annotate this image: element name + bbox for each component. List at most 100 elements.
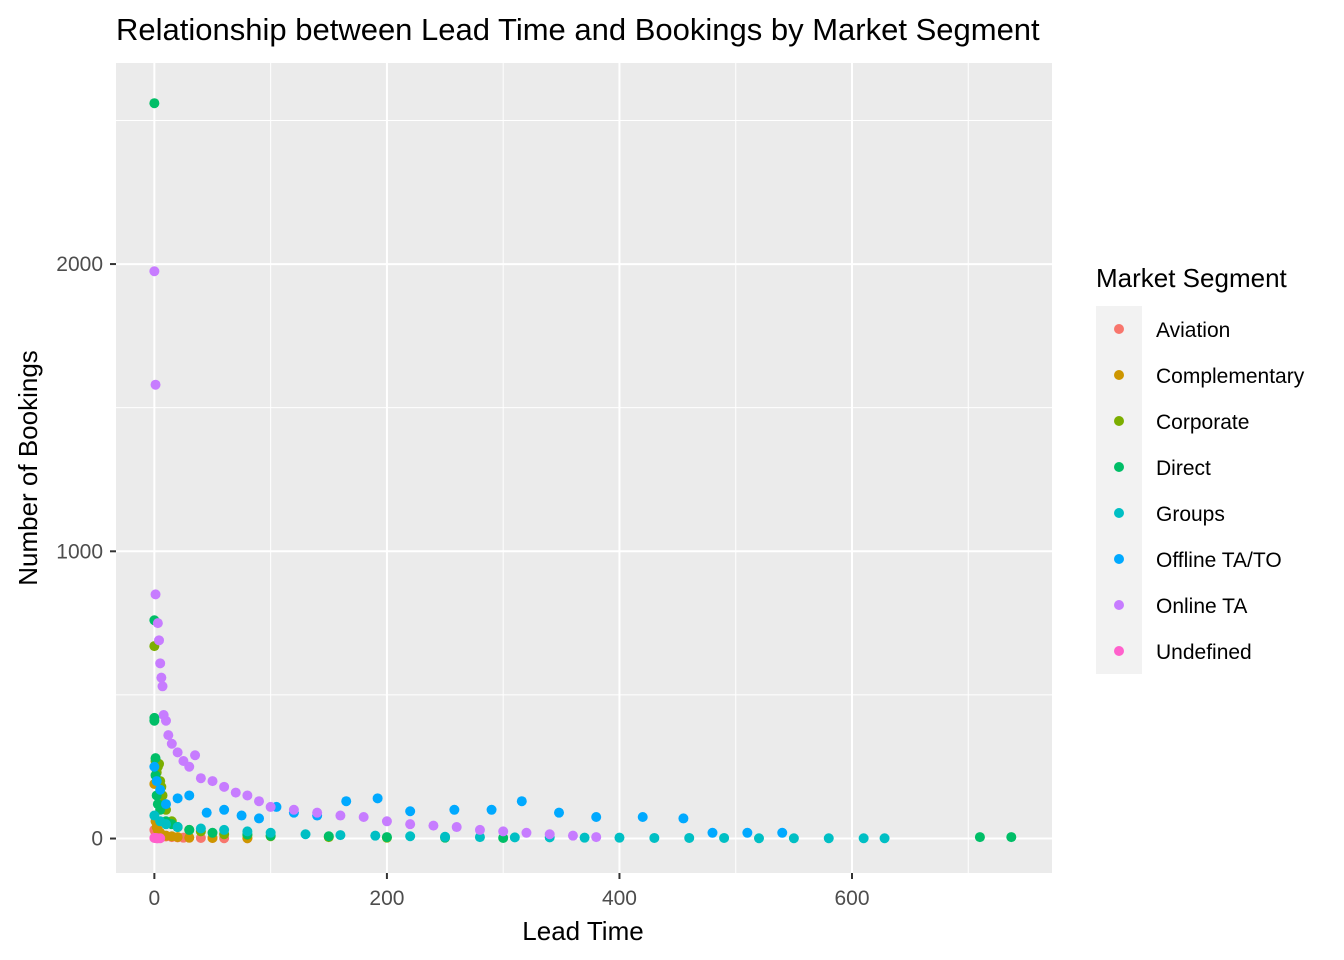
data-point	[719, 832, 730, 843]
data-point	[155, 833, 166, 844]
legend-key	[1114, 508, 1124, 518]
data-point	[381, 816, 392, 827]
legend-label: Complementary	[1156, 365, 1305, 388]
data-point	[219, 824, 230, 835]
data-point	[195, 823, 206, 834]
data-point	[637, 811, 648, 822]
data-point	[172, 793, 183, 804]
y-axis-title: Number of Bookings	[13, 350, 43, 586]
data-point	[154, 635, 165, 646]
data-point	[219, 781, 230, 792]
data-point	[323, 831, 334, 842]
data-point	[163, 730, 174, 741]
data-point	[149, 266, 160, 277]
data-point	[879, 833, 890, 844]
y-tick-label: 1000	[56, 540, 103, 563]
data-point	[300, 829, 311, 840]
data-point	[236, 810, 247, 821]
legend-key-background	[1096, 306, 1142, 674]
data-point	[230, 787, 241, 798]
data-point	[160, 715, 171, 726]
legend-label: Corporate	[1156, 411, 1249, 434]
data-point	[591, 811, 602, 822]
data-point	[190, 750, 201, 761]
data-point	[707, 827, 718, 838]
data-point	[474, 824, 485, 835]
data-point	[823, 833, 834, 844]
legend-title: Market Segment	[1096, 263, 1288, 293]
data-point	[358, 811, 369, 822]
data-point	[370, 830, 381, 841]
data-point	[341, 796, 352, 807]
data-point	[544, 829, 555, 840]
data-point	[312, 807, 323, 818]
data-point	[242, 826, 253, 837]
legend-label: Aviation	[1156, 319, 1230, 342]
data-point	[172, 747, 183, 758]
data-point	[207, 827, 218, 838]
data-points	[149, 98, 1017, 844]
legend-key	[1114, 462, 1124, 472]
legend-items: Aviation Complementary Corporate Direct Grou…	[1114, 319, 1305, 664]
data-point	[184, 790, 195, 801]
legend-label: Online TA	[1156, 595, 1247, 618]
data-point	[449, 804, 460, 815]
legend-key	[1114, 324, 1124, 334]
data-point	[160, 799, 171, 810]
x-tick-label: 400	[602, 887, 637, 910]
legend-label: Groups	[1156, 503, 1225, 526]
data-point	[554, 807, 565, 818]
y-tick-label: 0	[91, 828, 103, 851]
legend-label: Offline TA/TO	[1156, 549, 1282, 572]
data-point	[149, 761, 160, 772]
data-point	[1006, 832, 1017, 843]
data-point	[567, 830, 578, 841]
data-point	[288, 804, 299, 815]
legend: Market Segment Aviation Complementary Corp…	[1096, 263, 1305, 674]
data-point	[151, 776, 162, 787]
x-tick-label: 0	[149, 887, 161, 910]
y-axis: 0 1000 2000	[56, 253, 116, 851]
data-point	[381, 832, 392, 843]
data-point	[428, 820, 439, 831]
legend-label: Undefined	[1156, 641, 1252, 664]
x-tick-label: 600	[834, 887, 869, 910]
data-point	[591, 832, 602, 843]
data-point	[157, 681, 168, 692]
data-point	[242, 790, 253, 801]
data-point	[777, 827, 788, 838]
data-point	[579, 832, 590, 843]
data-point	[788, 833, 799, 844]
x-axis: 0 200 400 600	[149, 873, 870, 910]
minor-gridlines	[116, 63, 1052, 873]
legend-key	[1114, 554, 1124, 564]
data-point	[207, 776, 218, 787]
legend-key	[1114, 370, 1124, 380]
data-point	[160, 819, 171, 830]
data-point	[152, 618, 163, 629]
data-point	[974, 832, 985, 843]
legend-label: Direct	[1156, 457, 1211, 480]
data-point	[166, 738, 177, 749]
data-point	[149, 715, 160, 726]
data-point	[155, 658, 166, 669]
data-point	[486, 804, 497, 815]
data-point	[149, 98, 160, 109]
chart-title: Relationship between Lead Time and Booki…	[116, 12, 1040, 47]
data-point	[405, 819, 416, 830]
data-point	[184, 824, 195, 835]
data-point	[474, 832, 485, 843]
data-point	[219, 804, 230, 815]
legend-key	[1114, 600, 1124, 610]
y-tick-label: 2000	[56, 253, 103, 276]
data-point	[649, 832, 660, 843]
data-point	[372, 793, 383, 804]
data-point	[150, 753, 161, 764]
x-axis-title: Lead Time	[522, 916, 643, 946]
data-point	[858, 833, 869, 844]
data-point	[498, 826, 509, 837]
data-point	[440, 831, 451, 842]
legend-key	[1114, 646, 1124, 656]
data-point	[156, 672, 167, 683]
